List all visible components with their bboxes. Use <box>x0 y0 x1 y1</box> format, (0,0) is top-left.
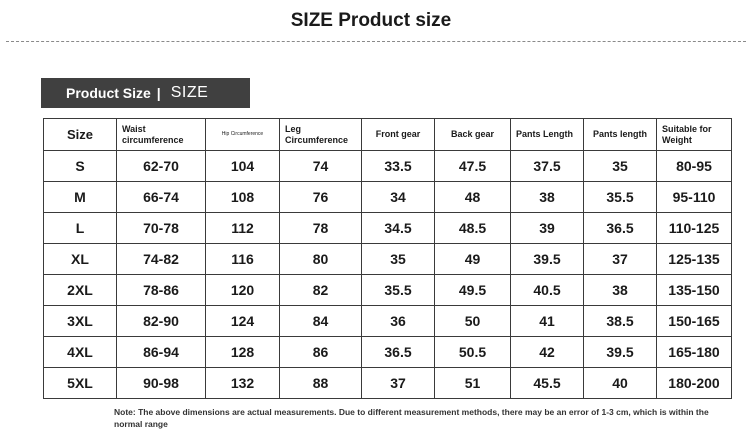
cell-back-gear: 51 <box>434 367 511 399</box>
cell-leg: 88 <box>279 367 362 399</box>
banner-title: Product Size <box>66 85 151 101</box>
cell-weight: 135-150 <box>656 274 732 306</box>
cell-pants-length-2: 35.5 <box>583 181 657 213</box>
cell-pants-length-2: 40 <box>583 367 657 399</box>
cell-waist: 70-78 <box>116 212 206 244</box>
cell-pants-length: 41 <box>510 305 584 337</box>
header-hip: Hip Circumference <box>205 118 280 151</box>
table-row: S 62-70 104 74 33.5 47.5 37.5 35 80-95 <box>43 150 732 182</box>
cell-back-gear: 48 <box>434 181 511 213</box>
cell-pants-length-2: 37 <box>583 243 657 275</box>
cell-hip: 120 <box>205 274 280 306</box>
cell-leg: 74 <box>279 150 362 182</box>
cell-size: L <box>43 212 117 244</box>
cell-weight: 180-200 <box>656 367 732 399</box>
cell-front-gear: 34.5 <box>361 212 435 244</box>
cell-leg: 82 <box>279 274 362 306</box>
header-pants-length: Pants Length <box>510 118 584 151</box>
cell-weight: 165-180 <box>656 336 732 368</box>
cell-waist: 78-86 <box>116 274 206 306</box>
banner-subtitle: SIZE <box>170 84 209 101</box>
cell-pants-length: 39.5 <box>510 243 584 275</box>
header-pants-length-2: Pants length <box>583 118 657 151</box>
dashed-divider <box>6 41 746 42</box>
cell-back-gear: 49 <box>434 243 511 275</box>
header-waist: Waist circumference <box>116 118 206 151</box>
table-row: 4XL 86-94 128 86 36.5 50.5 42 39.5 165-180 <box>43 336 732 368</box>
cell-pants-length: 40.5 <box>510 274 584 306</box>
cell-waist: 82-90 <box>116 305 206 337</box>
cell-pants-length-2: 38 <box>583 274 657 306</box>
banner-separator: | <box>156 85 161 101</box>
cell-hip: 116 <box>205 243 280 275</box>
cell-waist: 74-82 <box>116 243 206 275</box>
page-title: SIZE Product size <box>290 10 452 31</box>
cell-weight: 95-110 <box>656 181 732 213</box>
cell-front-gear: 35 <box>361 243 435 275</box>
cell-front-gear: 37 <box>361 367 435 399</box>
header-weight: Suitable for Weight <box>656 118 732 151</box>
cell-weight: 110-125 <box>656 212 732 244</box>
cell-pants-length: 38 <box>510 181 584 213</box>
cell-back-gear: 47.5 <box>434 150 511 182</box>
cell-pants-length: 45.5 <box>510 367 584 399</box>
cell-hip: 128 <box>205 336 280 368</box>
cell-pants-length: 39 <box>510 212 584 244</box>
cell-hip: 124 <box>205 305 280 337</box>
cell-weight: 150-165 <box>656 305 732 337</box>
cell-size: 4XL <box>43 336 117 368</box>
cell-size: 2XL <box>43 274 117 306</box>
cell-hip: 132 <box>205 367 280 399</box>
cell-back-gear: 50 <box>434 305 511 337</box>
cell-back-gear: 48.5 <box>434 212 511 244</box>
cell-front-gear: 33.5 <box>361 150 435 182</box>
cell-front-gear: 36 <box>361 305 435 337</box>
header-back-gear: Back gear <box>434 118 511 151</box>
cell-pants-length-2: 35 <box>583 150 657 182</box>
product-size-banner: Product Size | SIZE <box>41 78 250 108</box>
cell-pants-length: 42 <box>510 336 584 368</box>
size-table: Size Waist circumference Hip Circumferen… <box>43 118 732 399</box>
cell-hip: 112 <box>205 212 280 244</box>
table-row: 2XL 78-86 120 82 35.5 49.5 40.5 38 135-150 <box>43 274 732 306</box>
table-row: M 66-74 108 76 34 48 38 35.5 95-110 <box>43 181 732 213</box>
cell-leg: 86 <box>279 336 362 368</box>
header-front-gear: Front gear <box>361 118 435 151</box>
cell-pants-length-2: 39.5 <box>583 336 657 368</box>
cell-pants-length: 37.5 <box>510 150 584 182</box>
cell-weight: 125-135 <box>656 243 732 275</box>
cell-leg: 78 <box>279 212 362 244</box>
cell-pants-length-2: 36.5 <box>583 212 657 244</box>
cell-back-gear: 50.5 <box>434 336 511 368</box>
cell-size: S <box>43 150 117 182</box>
table-row: L 70-78 112 78 34.5 48.5 39 36.5 110-125 <box>43 212 732 244</box>
cell-waist: 62-70 <box>116 150 206 182</box>
table-row: XL 74-82 116 80 35 49 39.5 37 125-135 <box>43 243 732 275</box>
cell-waist: 90-98 <box>116 367 206 399</box>
header-size: Size <box>43 118 117 151</box>
cell-waist: 86-94 <box>116 336 206 368</box>
cell-leg: 80 <box>279 243 362 275</box>
table-row: 3XL 82-90 124 84 36 50 41 38.5 150-165 <box>43 305 732 337</box>
cell-hip: 104 <box>205 150 280 182</box>
table-row: 5XL 90-98 132 88 37 51 45.5 40 180-200 <box>43 367 732 399</box>
cell-size: 3XL <box>43 305 117 337</box>
cell-leg: 84 <box>279 305 362 337</box>
cell-front-gear: 36.5 <box>361 336 435 368</box>
cell-size: M <box>43 181 117 213</box>
cell-size: XL <box>43 243 117 275</box>
header-leg: Leg Circumference <box>279 118 362 151</box>
cell-front-gear: 35.5 <box>361 274 435 306</box>
cell-size: 5XL <box>43 367 117 399</box>
cell-back-gear: 49.5 <box>434 274 511 306</box>
cell-weight: 80-95 <box>656 150 732 182</box>
cell-leg: 76 <box>279 181 362 213</box>
cell-waist: 66-74 <box>116 181 206 213</box>
cell-pants-length-2: 38.5 <box>583 305 657 337</box>
cell-front-gear: 34 <box>361 181 435 213</box>
measurement-note: Note: The above dimensions are actual me… <box>114 407 709 429</box>
cell-hip: 108 <box>205 181 280 213</box>
table-header-row: Size Waist circumference Hip Circumferen… <box>43 118 732 151</box>
